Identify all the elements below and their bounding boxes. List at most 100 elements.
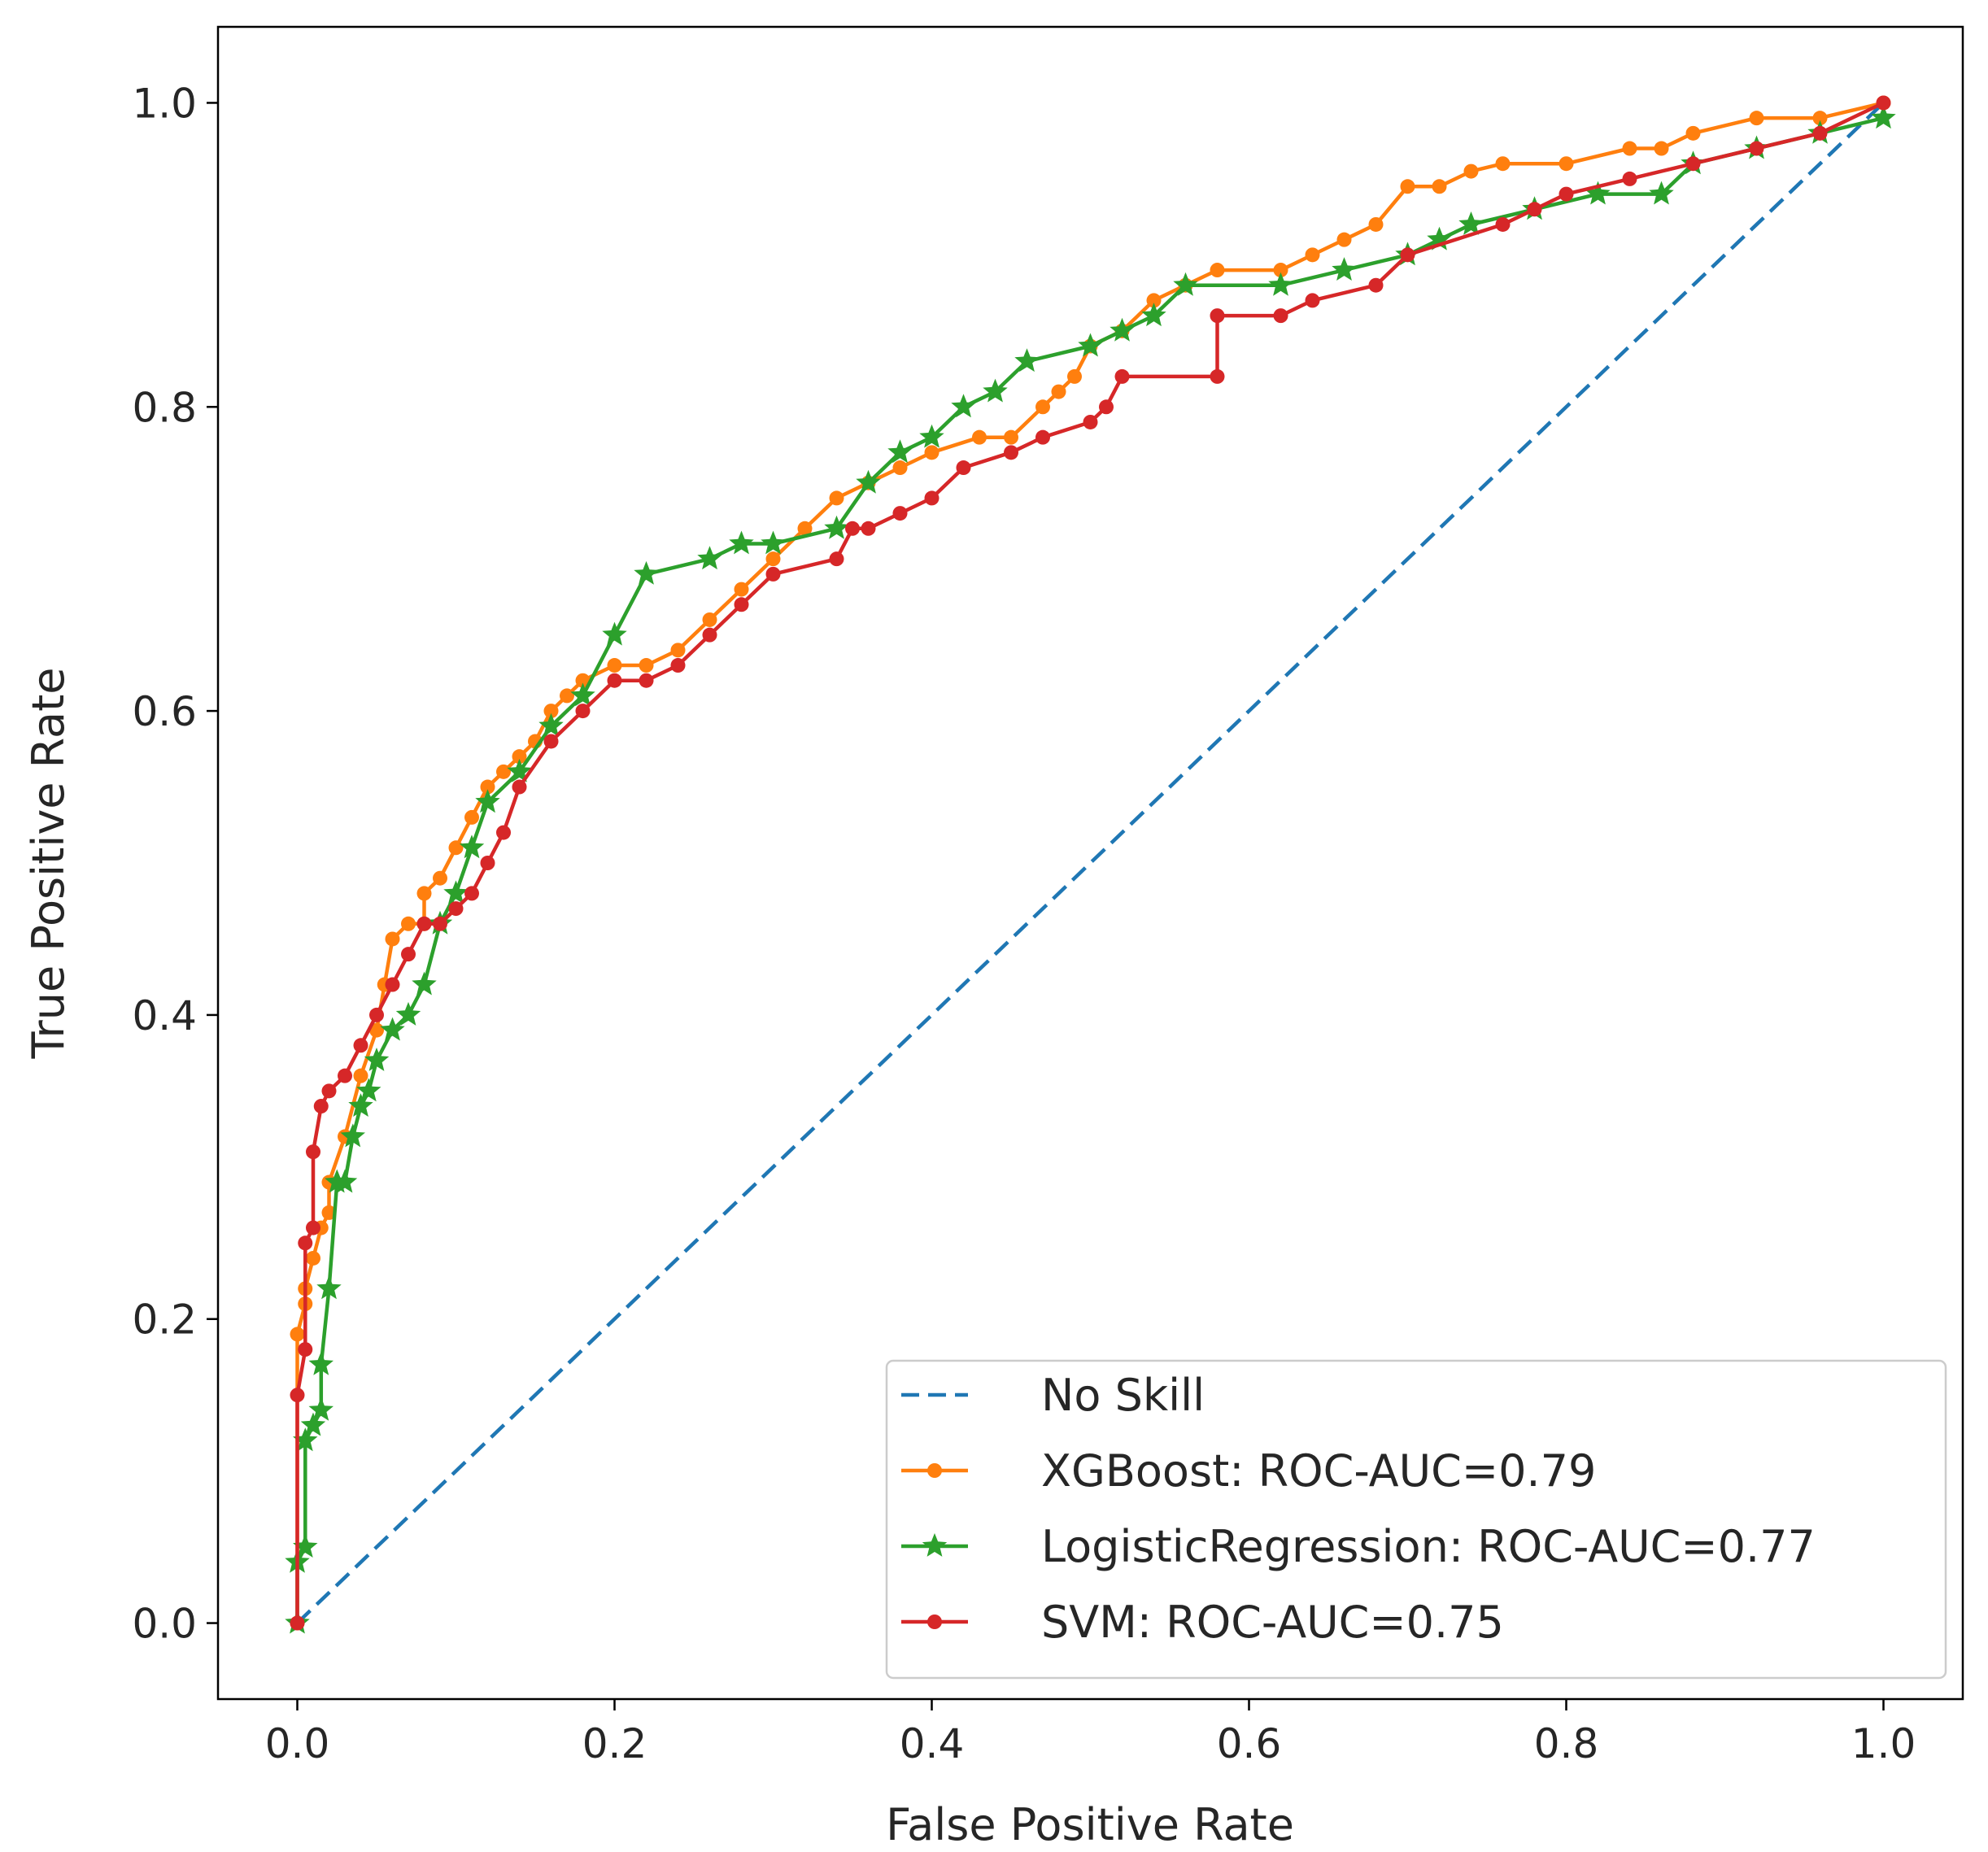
data-point [602, 621, 627, 646]
data-point [1463, 163, 1479, 179]
data-point [1078, 333, 1103, 357]
data-point [1749, 141, 1764, 156]
data-point [395, 1001, 421, 1026]
data-point [480, 856, 495, 870]
plot-frame [216, 25, 1964, 1701]
data-point [1004, 429, 1018, 445]
data-point [1685, 125, 1701, 141]
data-point [480, 779, 495, 795]
x-tick-label: 0.8 [1534, 1720, 1599, 1767]
data-point [824, 515, 849, 539]
legend-box [885, 1359, 1947, 1680]
y-tick-label: 0.4 [132, 992, 197, 1039]
data-point [1432, 179, 1447, 194]
data-point [1427, 226, 1452, 251]
series-layer [285, 95, 1896, 1634]
data-point [1210, 368, 1225, 384]
data-point [919, 424, 944, 448]
data-point [1622, 141, 1637, 156]
series-line [295, 101, 1885, 1623]
data-point [401, 947, 416, 962]
x-tick-label: 0.4 [900, 1720, 965, 1767]
data-point [448, 901, 464, 917]
y-tick-label: 0.8 [132, 384, 197, 431]
x-axis-ticks: 0.0 0.2 0.4 0.6 0.8 1.0 [265, 1699, 1916, 1767]
data-point [293, 1427, 318, 1452]
data-point [670, 643, 686, 658]
data-point [1035, 429, 1050, 445]
series-0 [295, 101, 1886, 1625]
data-point [1268, 272, 1293, 296]
data-point [797, 521, 813, 536]
data-point [1649, 181, 1674, 205]
x-tick-label: 0.2 [582, 1720, 647, 1767]
data-point [1099, 399, 1114, 415]
data-point [364, 1048, 390, 1071]
y-axis-ticks: 0.0 0.2 0.4 0.6 0.8 1.0 [132, 80, 218, 1648]
data-point [639, 673, 654, 688]
data-point [308, 1397, 334, 1421]
x-tick-label: 0.0 [265, 1720, 330, 1767]
data-point [983, 378, 1008, 403]
data-point [290, 1388, 305, 1403]
legend-label: LogisticRegression: ROC-AUC=0.77 [1041, 1521, 1816, 1572]
data-point [1559, 156, 1574, 172]
data-point [496, 764, 511, 779]
data-point [348, 1093, 373, 1117]
data-point [1332, 257, 1357, 281]
data-point [1400, 179, 1415, 194]
data-point [570, 682, 595, 707]
data-point [306, 1144, 320, 1160]
data-point [702, 627, 717, 643]
x-tick-label: 0.6 [1217, 1720, 1282, 1767]
data-point [1273, 263, 1288, 278]
data-point [290, 1615, 305, 1631]
x-tick-label: 1.0 [1851, 1720, 1916, 1767]
data-point [332, 1169, 358, 1193]
legend-marker [927, 1463, 942, 1478]
data-point [512, 779, 527, 795]
data-point [293, 1534, 318, 1558]
data-point [459, 834, 485, 859]
data-point [496, 825, 511, 840]
data-point [670, 658, 686, 673]
data-point [356, 1078, 381, 1102]
data-point [1458, 211, 1484, 235]
data-point [308, 1351, 334, 1375]
legend-marker [927, 1615, 942, 1629]
data-point [1014, 348, 1040, 373]
data-point [1067, 368, 1082, 384]
data-point [861, 521, 876, 536]
data-point [353, 1038, 368, 1053]
data-point [433, 916, 447, 931]
data-point [1110, 317, 1135, 342]
data-point [892, 506, 908, 521]
data-point [543, 734, 559, 749]
data-point [1051, 384, 1066, 399]
data-point [475, 789, 500, 813]
data-point [734, 597, 749, 612]
data-point [892, 460, 908, 476]
x-axis-label: False Positive Rate [886, 1799, 1294, 1850]
legend-entry: LogisticRegression: ROC-AUC=0.77 [901, 1521, 1816, 1572]
data-point [887, 439, 913, 464]
data-point [951, 394, 976, 418]
data-point [1273, 308, 1288, 324]
data-point [338, 1068, 352, 1083]
data-point [448, 840, 464, 856]
y-tick-label: 0.0 [132, 1601, 197, 1648]
series-3 [290, 95, 1891, 1631]
data-point [1305, 293, 1320, 308]
data-point [639, 658, 654, 673]
data-point [369, 1022, 384, 1038]
data-point [1622, 171, 1637, 186]
data-point [512, 749, 527, 765]
data-point [702, 612, 717, 627]
data-point [290, 1327, 305, 1342]
data-point [1527, 202, 1542, 217]
data-point [385, 977, 400, 992]
data-point [412, 971, 437, 996]
data-point [829, 490, 844, 506]
data-point [607, 658, 622, 673]
